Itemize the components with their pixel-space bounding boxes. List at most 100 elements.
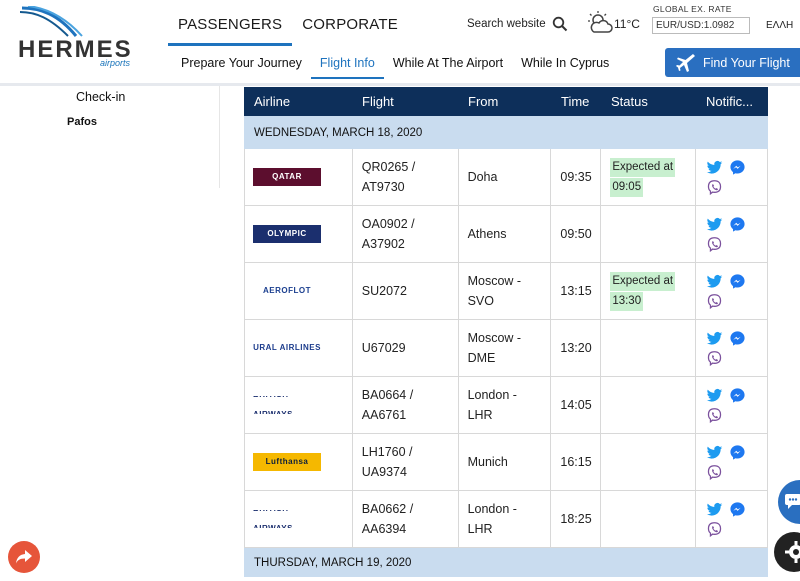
subnav-prepare-journey[interactable]: Prepare Your Journey — [181, 56, 302, 70]
search-link[interactable]: Search website — [467, 18, 546, 30]
flight-number: QR0265 / — [361, 160, 416, 174]
messenger-icon[interactable] — [729, 159, 746, 176]
twitter-icon[interactable] — [706, 216, 723, 233]
nav-passengers[interactable]: PASSENGERS — [168, 10, 293, 46]
col-time: Time — [561, 94, 590, 109]
airline-logo: QATAR — [253, 168, 321, 186]
twitter-icon[interactable] — [706, 444, 723, 461]
col-airline: Airline — [254, 94, 291, 109]
scheduled-time: 13:20 — [560, 341, 592, 355]
hermes-logo[interactable]: HERMES airports — [16, 6, 136, 74]
viber-icon[interactable] — [706, 236, 723, 253]
from-cell: Moscow - SVO — [459, 263, 552, 319]
sub-nav: Prepare Your Journey Flight Info While A… — [172, 52, 618, 79]
messenger-icon[interactable] — [729, 273, 746, 290]
twitter-icon[interactable] — [706, 159, 723, 176]
table-row[interactable]: BRITISH AIRWAYS BA0662 / AA6394 London - LHR… — [244, 491, 768, 548]
status-cell: Expected at 13:30 — [601, 263, 697, 319]
airplane-icon — [676, 54, 695, 72]
flight-cell: QR0265 / AT9730 — [353, 149, 459, 205]
airline-logo: BRITISH AIRWAYS — [253, 396, 321, 414]
sidebar-item-check-in[interactable]: Check-in — [76, 90, 126, 104]
from-cell: London - LHR — [459, 491, 552, 547]
logo-swoosh-icon — [20, 6, 83, 37]
rate-label: GLOBAL EX. RATE — [653, 4, 732, 14]
airline-cell: BRITISH AIRWAYS — [245, 491, 353, 547]
scheduled-time: 09:50 — [560, 227, 592, 241]
col-status: Status — [611, 94, 648, 109]
table-row[interactable]: QATAR QR0265 / AT9730 Doha 09:35 Expected at 0… — [244, 149, 768, 206]
table-row[interactable]: OLYMPIC OA0902 / A37902 Athens 09:50 — [244, 206, 768, 263]
sidebar-item-pafos[interactable]: Pafos — [67, 116, 97, 128]
from-cell: Doha — [459, 149, 552, 205]
messenger-icon[interactable] — [729, 387, 746, 404]
col-notifications: Notific... — [706, 94, 753, 109]
time-cell: 09:50 — [551, 206, 602, 262]
time-cell: 16:15 — [551, 434, 602, 490]
twitter-icon[interactable] — [706, 330, 723, 347]
table-row[interactable]: AEROFLOT SU2072 Moscow - SVO 13:15 Expected a… — [244, 263, 768, 320]
viber-icon[interactable] — [706, 407, 723, 424]
share-button[interactable] — [8, 541, 40, 573]
from-cell: Munich — [459, 434, 552, 490]
notifications-cell — [696, 377, 768, 433]
status-cell — [601, 434, 697, 490]
flight-cell: LH1760 / UA9374 — [353, 434, 459, 490]
table-row[interactable]: Lufthansa LH1760 / UA9374 Munich 16:15 — [244, 434, 768, 491]
search-icon[interactable] — [552, 16, 568, 32]
messenger-icon[interactable] — [729, 501, 746, 518]
airline-logo: Lufthansa — [253, 453, 321, 471]
origin-city: Munich — [467, 455, 508, 469]
date-row: THURSDAY, MARCH 19, 2020 — [244, 548, 768, 577]
airline-cell: OLYMPIC — [245, 206, 353, 262]
language-switch[interactable]: ΕΛΛΗ — [766, 20, 794, 31]
rate-field[interactable]: EUR/USD:1.0982 — [652, 17, 750, 34]
status-cell — [601, 377, 697, 433]
origin-city: Moscow - — [467, 274, 522, 288]
sidebar: Check-in Pafos — [46, 86, 220, 188]
partly-cloudy-icon — [588, 11, 613, 33]
flight-number: BA0664 / — [361, 388, 414, 402]
origin-city: Athens — [467, 227, 507, 241]
time-cell: 13:15 — [551, 263, 602, 319]
subnav-in-cyprus[interactable]: While In Cyprus — [521, 56, 610, 70]
subnav-at-airport[interactable]: While At The Airport — [392, 56, 504, 70]
subnav-flight-info[interactable]: Flight Info — [310, 52, 384, 79]
table-row[interactable]: BRITISH AIRWAYS BA0664 / AA6761 London - LHR… — [244, 377, 768, 434]
status-time: 09:05 — [610, 177, 644, 197]
viber-icon[interactable] — [706, 521, 723, 538]
airline-cell: BRITISH AIRWAYS — [245, 377, 353, 433]
viber-icon[interactable] — [706, 179, 723, 196]
col-flight: Flight — [362, 94, 394, 109]
flight-number: U67029 — [361, 341, 406, 355]
flights-table: Airline Flight From Time Status Notific.… — [244, 87, 768, 577]
messenger-icon[interactable] — [729, 444, 746, 461]
scheduled-time: 09:35 — [560, 170, 592, 184]
find-flight-label: Find Your Flight — [703, 55, 790, 70]
codeshare-number: AA6761 — [361, 408, 407, 422]
nav-corporate[interactable]: CORPORATE — [302, 16, 398, 33]
twitter-icon[interactable] — [706, 501, 723, 518]
table-row[interactable]: URAL AIRLINES U67029 Moscow - DME 13:20 — [244, 320, 768, 377]
twitter-icon[interactable] — [706, 387, 723, 404]
share-arrow-icon — [16, 550, 32, 564]
messenger-icon[interactable] — [729, 216, 746, 233]
viber-icon[interactable] — [706, 293, 723, 310]
site-header: HERMES airports PASSENGERS CORPORATE Pre… — [0, 0, 800, 86]
flight-cell: BA0662 / AA6394 — [353, 491, 459, 547]
viber-icon[interactable] — [706, 350, 723, 367]
flight-cell: OA0902 / A37902 — [353, 206, 459, 262]
origin-city: London - — [467, 502, 517, 516]
chat-button[interactable] — [778, 480, 800, 524]
chat-icon — [785, 494, 800, 509]
messenger-icon[interactable] — [729, 330, 746, 347]
origin-city: Moscow - — [467, 331, 522, 345]
twitter-icon[interactable] — [706, 273, 723, 290]
airline-name: BRITISH AIRWAYS — [253, 396, 321, 414]
airline-name: OLYMPIC — [267, 229, 307, 238]
settings-button[interactable] — [774, 532, 800, 572]
airline-name: BRITISH AIRWAYS — [253, 510, 321, 528]
codeshare-number: UA9374 — [361, 465, 407, 479]
viber-icon[interactable] — [706, 464, 723, 481]
status-time: 13:30 — [610, 291, 644, 311]
